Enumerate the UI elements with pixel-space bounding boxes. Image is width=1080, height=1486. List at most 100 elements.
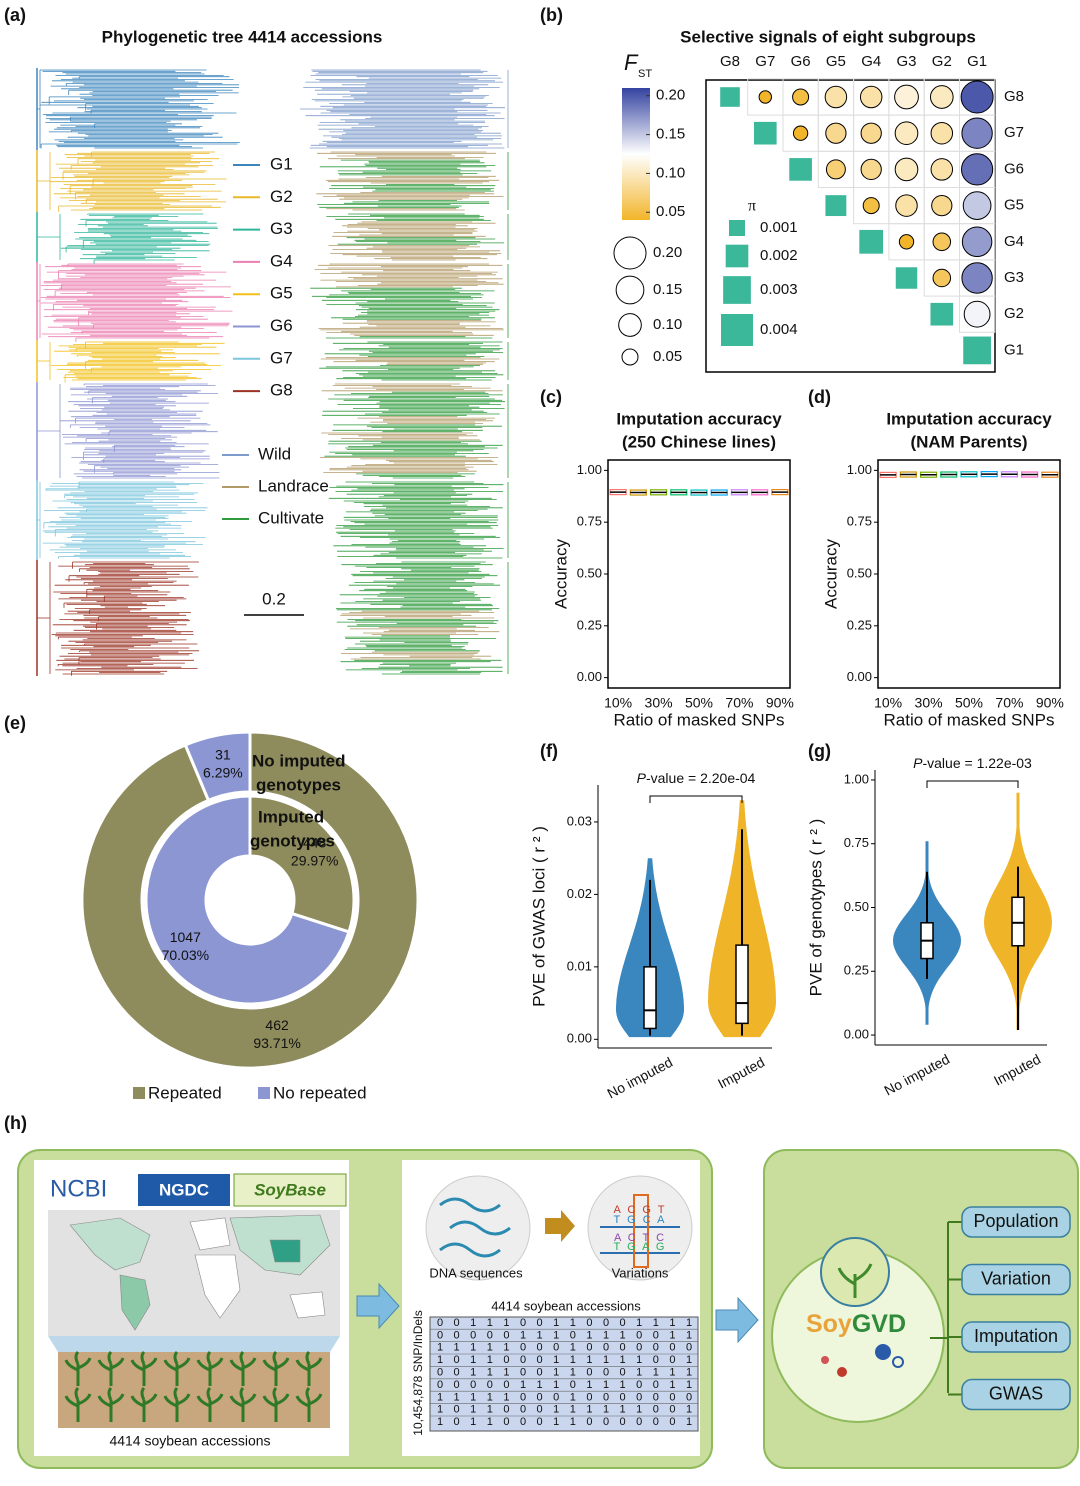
workflow: NCBI NGDC SoyBase 4414 soybean accession… <box>17 1149 1079 1469</box>
matrix-value: 0 <box>603 1317 609 1329</box>
colorbar-label: 0.20 <box>656 87 685 104</box>
pi-legend <box>725 244 749 268</box>
matrix-value: 0 <box>653 1379 659 1391</box>
matrix-value: 1 <box>487 1354 493 1366</box>
matrix-value: 1 <box>603 1354 609 1366</box>
y-tick-label: 0.50 <box>844 899 869 914</box>
p-value: P-value = 2.20e-04 <box>637 770 756 786</box>
significance-bracket <box>649 795 743 803</box>
module-label: Variation <box>981 1268 1051 1288</box>
matrix-value: 1 <box>636 1367 642 1379</box>
slice-count: 448 <box>303 835 327 851</box>
y-tick-label: 0.50 <box>847 565 872 580</box>
pi-legend-label: 0.003 <box>760 281 798 298</box>
matrix-value: 0 <box>636 1379 642 1391</box>
matrix-value: 0 <box>586 1342 592 1354</box>
matrix-value: 1 <box>437 1416 443 1428</box>
arrow <box>356 1282 400 1330</box>
module-box <box>961 1263 1071 1296</box>
icon-dot <box>821 1356 829 1364</box>
matrix-value: 1 <box>553 1367 559 1379</box>
legend-label: No repeated <box>273 1083 367 1102</box>
matrix-value: 0 <box>537 1391 543 1403</box>
y-axis-label: Accuracy <box>821 539 840 609</box>
matrix-value: 0 <box>570 1379 576 1391</box>
fst-circle <box>862 197 880 215</box>
size-legend-label: 0.15 <box>653 281 682 298</box>
row-label: G3 <box>1004 269 1024 286</box>
matrix-value: 0 <box>454 1379 460 1391</box>
legend-title: π <box>748 198 756 215</box>
fst-circle <box>898 234 915 250</box>
matrix-value: 0 <box>686 1391 692 1403</box>
matrix-value: 1 <box>669 1329 675 1341</box>
matrix-value: 0 <box>620 1391 626 1403</box>
matrix-value: 0 <box>454 1416 460 1428</box>
matrix-value: 1 <box>570 1404 576 1416</box>
pi-square <box>753 121 777 145</box>
size-legend-label: 0.05 <box>653 348 682 365</box>
y-tick-label: 0.75 <box>577 514 602 529</box>
x-tick-label: 70% <box>995 695 1023 711</box>
panel-title: Phylogenetic tree 4414 accessions <box>102 27 383 46</box>
matrix-value: 0 <box>487 1329 493 1341</box>
matrix-value: 1 <box>470 1342 476 1354</box>
legend-label: G5 <box>270 284 293 303</box>
matrix-value: 0 <box>603 1367 609 1379</box>
matrix-value: 1 <box>537 1379 543 1391</box>
fst-circle <box>962 191 992 220</box>
variation-letters: T G A G <box>614 1241 667 1253</box>
slice-percent: 29.97% <box>291 853 338 869</box>
matrix-value: 1 <box>503 1317 509 1329</box>
module-box <box>961 1206 1071 1238</box>
matrix-value: 0 <box>537 1404 543 1416</box>
tree-branch <box>37 341 225 383</box>
plants <box>64 1350 323 1422</box>
panel-label: (b) <box>540 5 563 25</box>
matrix-value: 0 <box>520 1354 526 1366</box>
source-logo: SoyBase <box>254 1180 326 1199</box>
x-tick-label: 70% <box>725 695 753 711</box>
matrix-value: 1 <box>686 1367 692 1379</box>
y-tick-label: 1.00 <box>577 462 602 477</box>
module-label: Imputation <box>974 1326 1058 1346</box>
column-label: G6 <box>791 53 811 70</box>
size-legend <box>618 313 642 337</box>
legend-label: G6 <box>270 316 293 335</box>
matrix-value: 1 <box>503 1391 509 1403</box>
matrix-value: 0 <box>669 1391 675 1403</box>
plant <box>64 1350 92 1386</box>
plant <box>97 1386 125 1422</box>
matrix-value: 1 <box>686 1317 692 1329</box>
matrix-value: 0 <box>520 1342 526 1354</box>
legend-label: Landrace <box>258 476 329 495</box>
matrix-value: 1 <box>653 1367 659 1379</box>
slice-count: 1047 <box>170 929 201 945</box>
matrix-value: 1 <box>437 1391 443 1403</box>
fst-circle <box>961 262 993 294</box>
fst-circle <box>895 194 918 217</box>
legend-title: ST <box>638 68 652 80</box>
fst-circle <box>961 226 993 258</box>
x-tick-label: No imputed <box>604 1054 675 1102</box>
pi-square <box>859 229 884 254</box>
matrix-value: 0 <box>437 1317 443 1329</box>
matrix-value: 1 <box>454 1342 460 1354</box>
panel-title: (250 Chinese lines) <box>622 432 776 451</box>
legend-label: G1 <box>270 154 293 173</box>
matrix-value: 1 <box>686 1329 692 1341</box>
annotation: genotypes <box>250 831 335 850</box>
matrix-value: 1 <box>553 1416 559 1428</box>
matrix-value: 0 <box>454 1354 460 1366</box>
plant <box>163 1386 191 1422</box>
matrix-value: 0 <box>520 1367 526 1379</box>
size-legend-label: 0.20 <box>653 244 682 261</box>
matrix-value: 0 <box>553 1391 559 1403</box>
matrix-value: 1 <box>470 1317 476 1329</box>
matrix-value: 1 <box>487 1391 493 1403</box>
matrix-value: 1 <box>553 1317 559 1329</box>
matrix-value: 0 <box>586 1416 592 1428</box>
matrix-value: 1 <box>686 1404 692 1416</box>
significance-bracket <box>926 780 1019 788</box>
